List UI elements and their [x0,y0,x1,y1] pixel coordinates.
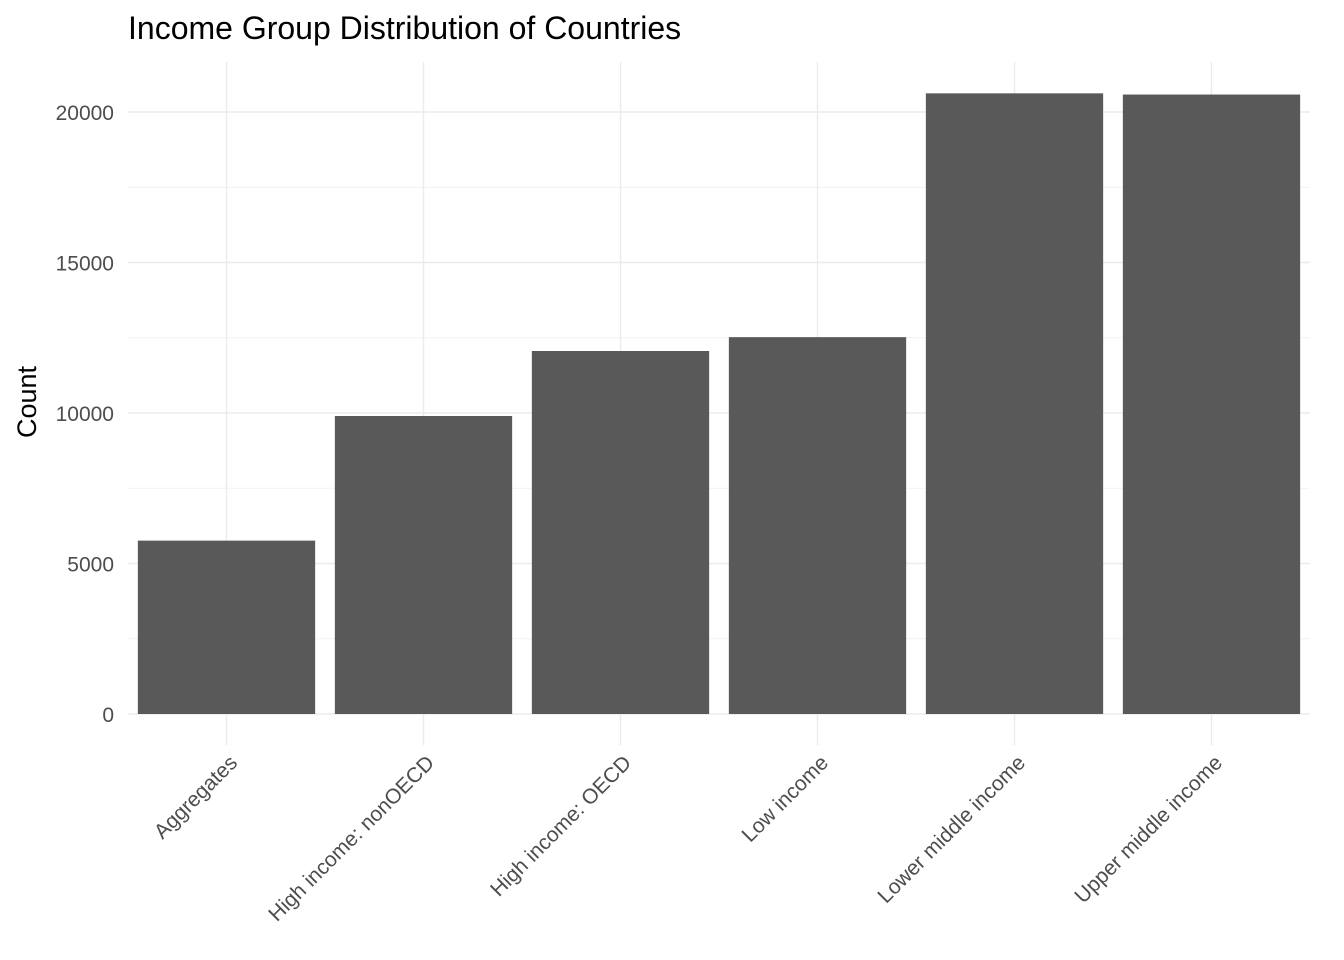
bar-upper-middle-income [1122,94,1301,715]
x-tick-label: Lower middle income [873,751,1030,908]
y-tick-label: 10000 [56,403,114,426]
x-tick-label: High income: nonOECD [264,751,439,926]
bar-high-income-oecd [531,350,710,714]
bar-lower-middle-income [925,93,1104,714]
bar-aggregates [137,540,316,714]
y-tick-label: 0 [102,704,114,727]
x-tick-label: Low income [738,751,834,847]
x-tick-label: High income: OECD [486,751,636,901]
y-tick-label: 20000 [56,102,114,125]
chart-title: Income Group Distribution of Countries [128,10,682,46]
x-tick-label: Aggregates [150,751,242,843]
y-axis-title: Count [12,365,42,438]
y-tick-label: 15000 [56,253,114,276]
bar-high-income-nonoecd [334,416,513,714]
bars [137,93,1301,715]
y-tick-label: 5000 [67,554,114,577]
bar-low-income [728,337,907,714]
x-axis-ticks: Aggregates High income: nonOECD High incom… [150,751,1227,926]
y-axis-ticks: 0 5000 10000 15000 20000 [56,102,114,727]
x-tick-label: Upper middle income [1070,751,1227,908]
